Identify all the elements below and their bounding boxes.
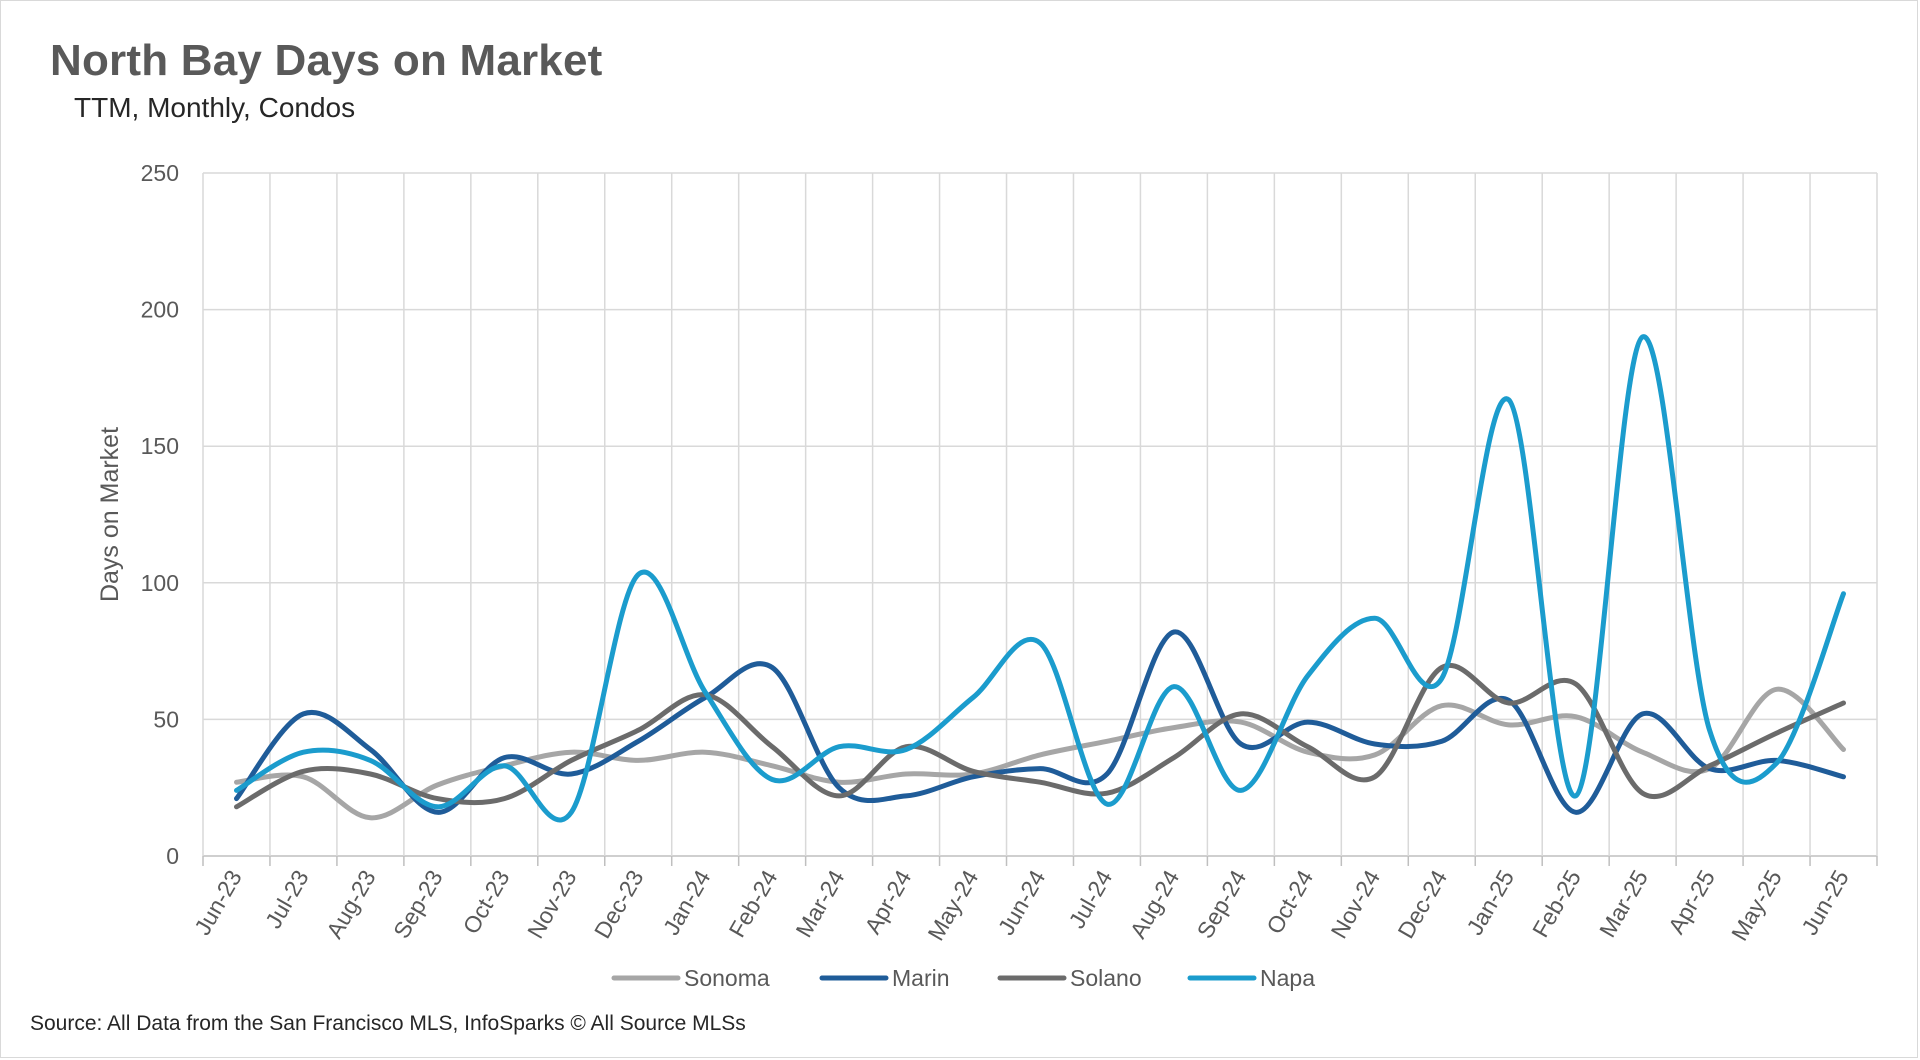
x-tick-label: Mar-25: [1594, 866, 1653, 942]
x-tick-label: Apr-25: [1663, 866, 1720, 939]
legend-label-sonoma: Sonoma: [684, 965, 770, 991]
x-tick-label: Jun-24: [993, 865, 1051, 939]
x-tick-label: Oct-23: [458, 866, 515, 939]
x-tick-label: Nov-23: [522, 866, 582, 943]
series-line-sonoma: [234, 686, 1846, 821]
x-tick-label: May-24: [923, 865, 984, 945]
source-note: Source: All Data from the San Francisco …: [30, 1012, 746, 1035]
y-axis-title: Days on Market: [96, 427, 124, 602]
y-axis-ticks: 0 50 100 150 200 250: [141, 160, 179, 869]
y-tick-label: 250: [141, 160, 179, 186]
chart-gridlines: [202, 172, 1878, 866]
x-tick-label: Sep-24: [1192, 865, 1252, 942]
y-tick-label: 200: [141, 297, 179, 323]
x-tick-label: May-25: [1726, 866, 1787, 945]
chart-subtitle: TTM, Monthly, Condos: [74, 92, 356, 123]
x-axis-ticks: Jun-23 Jul-23 Aug-23 Sep-23 Oct-23 Nov-23 Dec-…: [189, 865, 1854, 945]
series-line-solano: [234, 662, 1846, 810]
x-tick-label: Dec-23: [589, 866, 649, 943]
x-tick-label: Aug-24: [1125, 865, 1185, 942]
x-tick-label: Jun-23: [189, 866, 247, 940]
x-tick-label: Mar-24: [791, 865, 850, 941]
x-tick-label: Aug-23: [321, 866, 381, 943]
x-tick-label: Oct-24: [1261, 865, 1318, 938]
x-tick-label: Jan-24: [658, 865, 716, 939]
x-tick-label: Apr-24: [859, 865, 916, 938]
y-tick-label: 150: [141, 433, 179, 459]
x-tick-label: Nov-24: [1326, 865, 1386, 942]
series-lines: [234, 334, 1846, 823]
x-tick-label: Jun-25: [1796, 866, 1854, 940]
x-tick-label: Jul-24: [1063, 865, 1117, 932]
legend-label-napa: Napa: [1260, 965, 1315, 991]
x-tick-label: Jul-23: [260, 866, 314, 933]
y-tick-label: 50: [153, 706, 179, 732]
series-line-napa: [234, 334, 1846, 823]
legend-label-solano: Solano: [1070, 965, 1142, 991]
y-tick-label: 100: [141, 570, 179, 596]
x-tick-label: Feb-25: [1527, 866, 1586, 942]
y-tick-label: 0: [166, 843, 179, 869]
chart-title: North Bay Days on Market: [50, 36, 603, 85]
x-tick-label: Dec-24: [1392, 865, 1452, 942]
x-tick-label: Sep-23: [388, 866, 448, 943]
legend-label-marin: Marin: [892, 965, 950, 991]
x-tick-label: Feb-24: [724, 865, 783, 941]
chart-legend: Sonoma Marin Solano Napa: [611, 965, 1315, 991]
series-line-marin: [234, 629, 1846, 815]
x-tick-label: Jan-25: [1461, 866, 1519, 940]
